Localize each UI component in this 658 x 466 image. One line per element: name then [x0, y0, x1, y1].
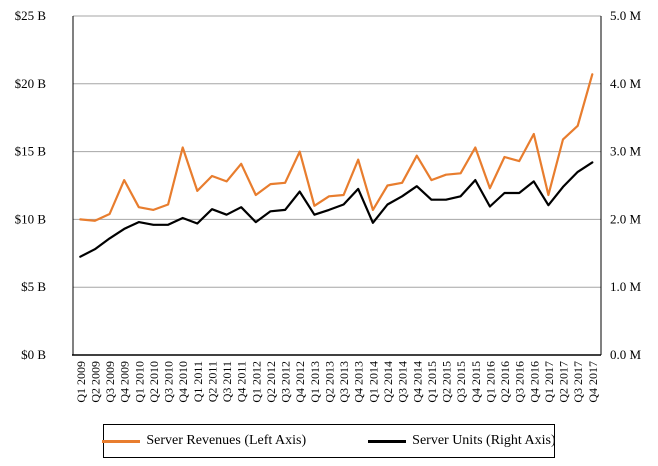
right-axis-tick-label: 0.0 M [610, 347, 642, 362]
left-axis-tick-label: $5 B [21, 279, 46, 294]
right-axis-tick-label: 4.0 M [610, 76, 642, 91]
x-axis-tick-label: Q2 2011 [205, 361, 219, 402]
legend: Server Revenues (Left Axis) Server Units… [102, 424, 556, 458]
x-axis-tick-label: Q3 2014 [396, 361, 410, 403]
right-axis-tick-label: 1.0 M [610, 279, 642, 294]
x-axis-tick-label: Q1 2017 [542, 361, 556, 403]
x-axis-tick-label: Q4 2011 [235, 361, 249, 402]
x-axis-tick-label: Q1 2016 [483, 361, 497, 403]
x-axis-tick-label: Q1 2014 [366, 361, 380, 403]
x-axis-tick-label: Q4 2013 [352, 361, 366, 403]
x-axis-tick-label: Q2 2010 [147, 361, 161, 403]
x-axis-tick-label: Q2 2016 [498, 361, 512, 403]
legend-item-units: Server Units (Right Axis) [368, 433, 556, 449]
x-axis-tick-label: Q3 2011 [220, 361, 234, 402]
x-axis-tick-label: Q1 2013 [308, 361, 322, 403]
x-axis-tick-label: Q4 2009 [118, 361, 132, 403]
x-axis-tick-label: Q3 2012 [279, 361, 293, 403]
x-axis-tick-label: Q4 2010 [176, 361, 190, 403]
revenues-line [79, 73, 594, 222]
x-axis-tick-label: Q2 2009 [88, 361, 102, 403]
x-axis-tick-label: Q2 2012 [264, 361, 278, 403]
left-axis-tick-label: $25 B [15, 8, 47, 23]
x-axis-tick-label: Q4 2012 [293, 361, 307, 403]
units-legend-label: Server Units (Right Axis) [412, 433, 556, 448]
x-axis-tick-label: Q3 2015 [454, 361, 468, 403]
left-axis-tick-label: $0 B [21, 347, 46, 362]
x-axis-tick-label: Q3 2010 [162, 361, 176, 403]
x-axis-tick-label: Q4 2015 [469, 361, 483, 403]
x-axis-tick-label: Q4 2014 [410, 361, 424, 403]
x-axis-tick-label: Q1 2010 [132, 361, 146, 403]
x-axis-tick-label: Q4 2016 [527, 361, 541, 403]
x-axis-tick-label: Q3 2017 [571, 361, 585, 403]
x-axis-tick-label: Q3 2016 [513, 361, 527, 403]
x-axis-tick-label: Q1 2015 [425, 361, 439, 403]
left-axis-tick-label: $10 B [15, 211, 47, 226]
units-line-swatch [368, 439, 407, 443]
left-axis-tick-label: $20 B [15, 76, 47, 91]
revenues-line-swatch [102, 439, 141, 443]
x-axis-tick-label: Q2 2013 [322, 361, 336, 403]
revenues-legend-label: Server Revenues (Left Axis) [146, 433, 307, 448]
legend-item-revenues: Server Revenues (Left Axis) [102, 433, 306, 449]
x-axis-tick-label: Q1 2009 [74, 361, 88, 403]
x-axis-tick-label: Q2 2017 [557, 361, 571, 403]
x-axis-tick-label: Q2 2014 [381, 361, 395, 403]
x-axis-tick-label: Q3 2013 [337, 361, 351, 403]
x-axis-tick-label: Q3 2009 [103, 361, 117, 403]
x-axis-tick-label: Q1 2012 [249, 361, 263, 403]
right-axis-tick-label: 3.0 M [610, 144, 642, 159]
right-axis-tick-label: 5.0 M [610, 8, 642, 23]
x-axis-tick-label: Q1 2011 [191, 361, 205, 402]
x-axis-tick-label: Q2 2015 [440, 361, 454, 403]
x-axis-tick-label: Q4 2017 [586, 361, 600, 403]
right-axis-tick-label: 2.0 M [610, 211, 642, 226]
left-axis-tick-label: $15 B [15, 144, 47, 159]
units-line [79, 161, 594, 258]
